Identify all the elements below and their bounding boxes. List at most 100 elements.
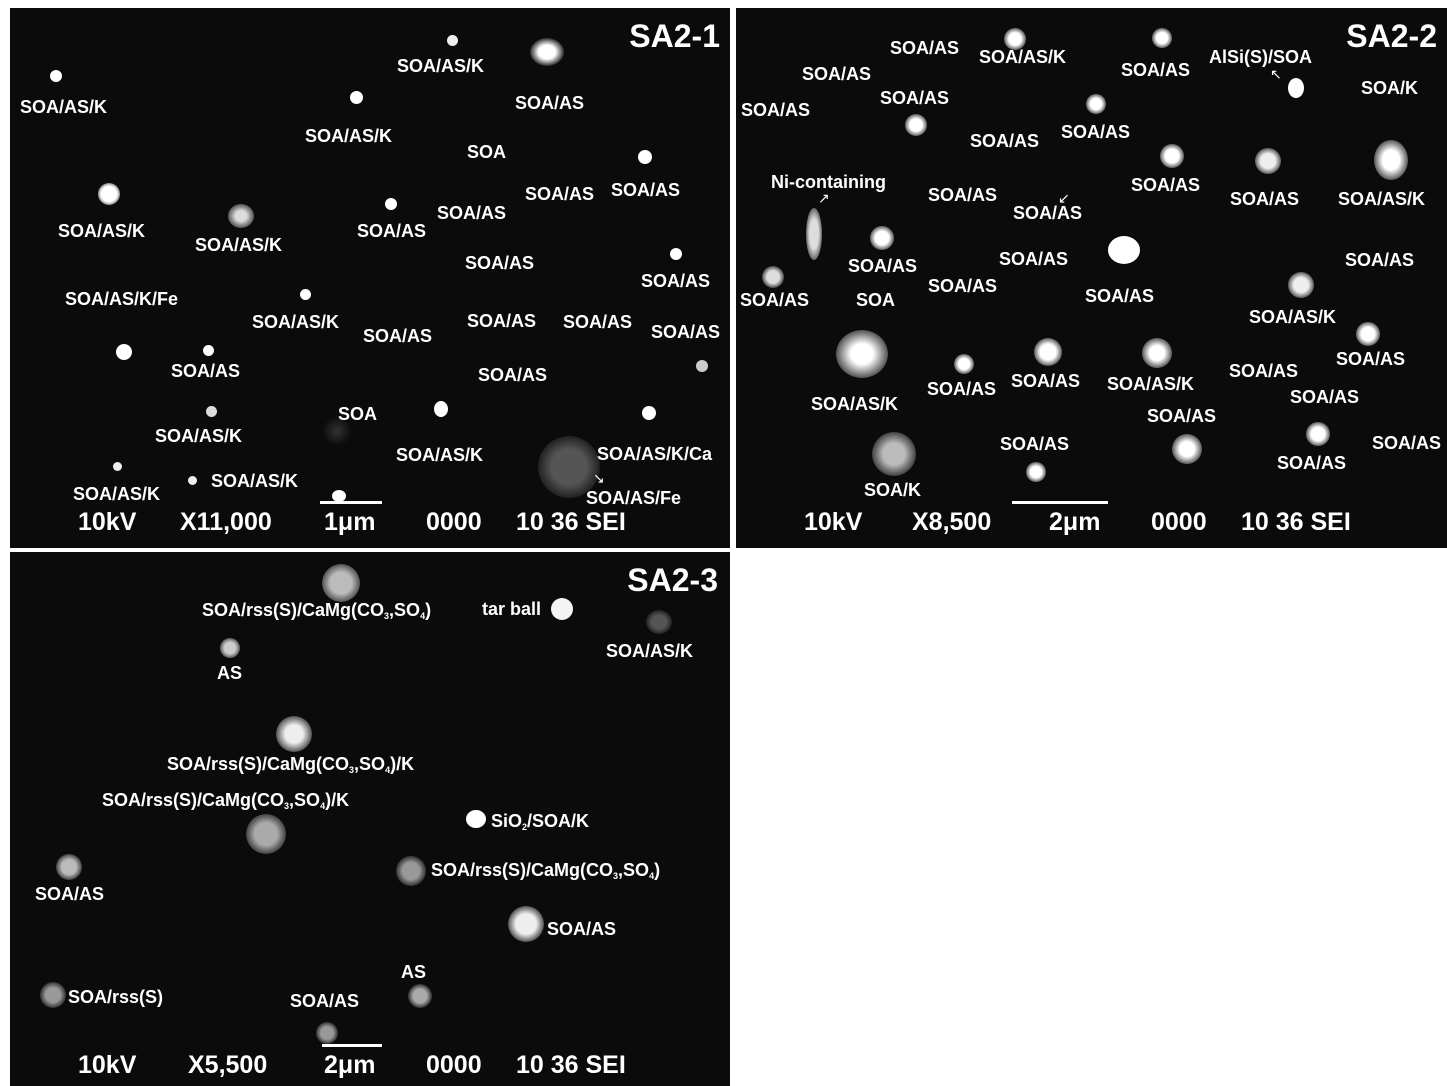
databar-kv: 10kV	[78, 508, 137, 536]
particle	[1004, 28, 1026, 50]
particle	[1306, 422, 1330, 446]
particle	[408, 984, 432, 1008]
particle-label: SOA/AS	[467, 311, 537, 331]
particle-label: SOA/AS	[1121, 60, 1191, 80]
particle-label: SOA/AS	[890, 38, 960, 58]
databar-kv: 10kV	[804, 508, 863, 536]
particle-label: SOA/AS	[290, 991, 360, 1011]
particle-label: SOA/AS	[651, 322, 721, 342]
particle-label: SOA/AS/K	[1249, 307, 1337, 327]
particle-label: tar ball	[482, 599, 542, 619]
particle	[1374, 140, 1408, 180]
particle-label: SOA	[338, 404, 378, 424]
particle	[836, 330, 888, 378]
particle	[396, 856, 426, 886]
particle-label: SOA/AS/K	[1107, 374, 1195, 394]
particle	[642, 406, 656, 420]
particle	[530, 38, 564, 66]
panel-title: SA2-1	[629, 18, 720, 54]
particle-label: SOA/AS	[611, 180, 681, 200]
particle	[447, 35, 458, 46]
particle	[246, 814, 286, 854]
particle-label: SOA/AS/K	[305, 126, 393, 146]
particle-label: SOA/rss(S)/CaMg(CO3,SO4)/K	[167, 754, 415, 775]
particle	[1034, 338, 1062, 366]
particle-label: SOA/AS/K/Ca	[597, 444, 713, 464]
particle-label: SOA/AS	[525, 184, 595, 204]
particle	[434, 401, 448, 417]
particle-label: SOA/AS/K	[979, 47, 1067, 67]
particle-label: SOA/rss(S)/CaMg(CO3,SO4)	[202, 600, 432, 621]
particle-label: SOA/AS	[357, 221, 427, 241]
particle-label: SOA/AS	[1013, 203, 1083, 223]
particle-label: SOA/AS	[802, 64, 872, 84]
databar-magnification: X8,500	[912, 508, 992, 536]
particle-label: SOA/AS	[741, 100, 811, 120]
particle-label: SOA/AS/K	[211, 471, 299, 491]
particle	[806, 208, 822, 260]
particle	[1160, 144, 1184, 168]
particle-label: SOA/K	[864, 480, 922, 500]
arrow-icon: ↙	[1058, 190, 1070, 206]
particle	[905, 114, 927, 136]
particle-label: SOA/AS	[363, 326, 433, 346]
particle-label: SOA/AS/K	[606, 641, 694, 661]
particle-label: SOA/AS/K	[397, 56, 485, 76]
databar-code: 10 36 SEI	[516, 1051, 626, 1079]
sem-panel-sa2-3: SA2-3 SOA/rss(S)/CaMg(CO3,SO4) tar ball …	[10, 552, 730, 1086]
particle-label: SOA/AS/K	[396, 445, 484, 465]
particle-label: SOA/AS	[880, 88, 950, 108]
particle	[322, 416, 352, 446]
particle-label: SOA/AS	[1230, 189, 1300, 209]
particle	[228, 204, 254, 228]
particle	[870, 226, 894, 250]
particle-label: SOA/AS	[928, 276, 998, 296]
databar-id: 0000	[426, 508, 482, 536]
particle	[332, 490, 346, 502]
particle-label: SOA/AS	[1147, 406, 1217, 426]
particle	[954, 354, 974, 374]
particle	[276, 716, 312, 752]
databar-magnification: X5,500	[188, 1051, 268, 1079]
particle-label: AlSi(S)/SOA	[1209, 47, 1313, 67]
particle	[1026, 462, 1046, 482]
particle-label: SOA/AS	[1131, 175, 1201, 195]
particle	[508, 906, 544, 942]
particle	[50, 70, 62, 82]
particle	[322, 564, 360, 602]
panel-title: SA2-2	[1346, 18, 1437, 54]
databar-id: 0000	[426, 1051, 482, 1079]
arrow-icon: ↖	[1270, 66, 1282, 82]
databar-code: 10 36 SEI	[1241, 508, 1351, 536]
particle-label: SOA/AS	[1290, 387, 1360, 407]
databar-scale: 2μm	[1049, 508, 1101, 536]
particle	[1152, 28, 1172, 48]
particle	[551, 598, 573, 620]
particle	[696, 360, 708, 372]
databar-id: 0000	[1151, 508, 1207, 536]
particle	[220, 638, 240, 658]
particle-label: SOA/AS	[547, 919, 617, 939]
particle-label: SOA	[467, 142, 507, 162]
particle	[638, 150, 652, 164]
databar-kv: 10kV	[78, 1051, 137, 1079]
particle-label: AS	[401, 962, 427, 982]
particle-label: SiO2/SOA/K	[491, 811, 590, 832]
scale-bar	[322, 1044, 382, 1047]
particle-label: SOA/AS	[1000, 434, 1070, 454]
particle-label: AS	[217, 663, 243, 683]
particle-label: SOA/AS/K	[58, 221, 146, 241]
particle	[1142, 338, 1172, 368]
particle	[1288, 272, 1314, 298]
particle	[40, 982, 66, 1008]
particle	[646, 610, 672, 634]
particle	[1086, 94, 1106, 114]
particle	[1108, 236, 1140, 264]
particle-label: SOA/AS	[437, 203, 507, 223]
particle-label: SOA/AS	[465, 253, 535, 273]
particle-label: SOA/AS	[1277, 453, 1347, 473]
particle-label: SOA/AS/K	[73, 484, 161, 504]
particle-label: SOA/AS	[171, 361, 241, 381]
particle-label: SOA/AS/K	[195, 235, 283, 255]
particle	[206, 406, 217, 417]
